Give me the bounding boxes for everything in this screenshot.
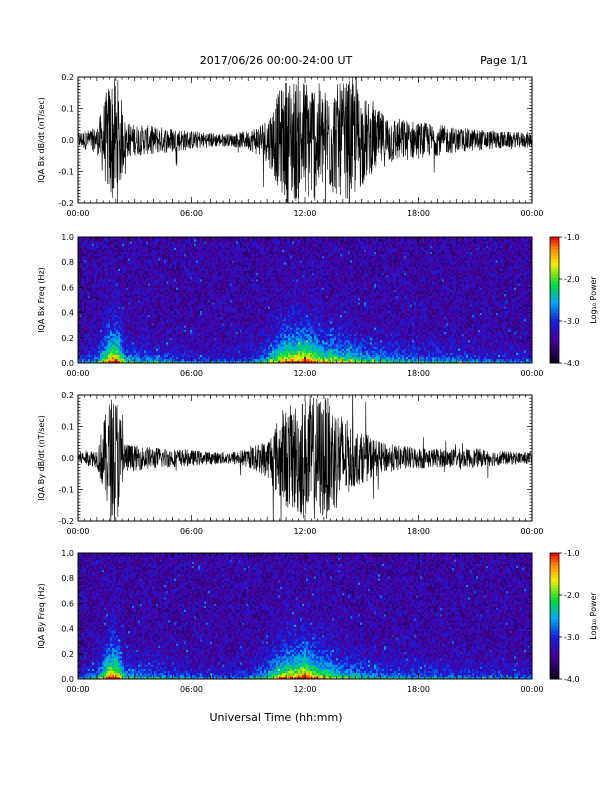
series-trace [78, 395, 532, 521]
colorbar-tick-label: -3.0 [564, 317, 580, 326]
y-axis-label: IQA By Freq (Hz) [37, 583, 46, 649]
colorbar-label: Log₁₀ Power [589, 276, 598, 324]
y-tick-label: 0.6 [61, 599, 74, 608]
x-tick-label: 18:00 [407, 369, 430, 378]
colorbar-tick-label: -2.0 [564, 275, 580, 284]
x-tick-label: 18:00 [407, 527, 430, 536]
x-tick-label: 00:00 [66, 685, 89, 694]
x-tick-label: 00:00 [520, 685, 543, 694]
panel-2: -1.0 -2.0 -3.0 -4.0 Log₁₀ Power 00:00 06:00 12:… [37, 233, 598, 378]
y-tick-label: 0.0 [61, 359, 74, 368]
x-tick-label: 12:00 [293, 369, 316, 378]
y-axis-label: IQA By dB/dt (nT/sec) [37, 415, 46, 501]
y-tick-label: 0.1 [61, 105, 74, 114]
x-tick-label: 00:00 [66, 527, 89, 536]
x-tick-label: 00:00 [66, 209, 89, 218]
x-ticks: 00:00 06:00 12:00 18:00 00:00 [66, 395, 544, 536]
y-ticks: -0.2 -0.1 0.0 0.1 0.2 [58, 391, 532, 526]
colorbar: -1.0 -2.0 -3.0 -4.0 Log₁₀ Power [549, 233, 598, 368]
spectrogram-cells [78, 237, 532, 363]
y-tick-label: 0.2 [61, 334, 74, 343]
x-tick-label: 18:00 [407, 209, 430, 218]
x-tick-label: 06:00 [180, 369, 203, 378]
x-tick-label: 12:00 [293, 527, 316, 536]
y-tick-label: 0.4 [61, 625, 74, 634]
x-tick-label: 00:00 [520, 527, 543, 536]
x-tick-label: 06:00 [180, 209, 203, 218]
y-tick-label: 0.8 [61, 574, 74, 583]
y-tick-label: 1.0 [61, 549, 74, 558]
y-tick-label: -0.1 [58, 168, 74, 177]
x-tick-label: 00:00 [66, 369, 89, 378]
y-tick-label: 0.1 [61, 423, 74, 432]
x-ticks: 00:00 06:00 12:00 18:00 00:00 [66, 553, 544, 694]
y-tick-label: 0.0 [61, 136, 74, 145]
y-tick-label: -0.2 [58, 517, 74, 526]
y-tick-label: 0.2 [61, 73, 74, 82]
panel-3: 00:00 06:00 12:00 18:00 00:00-0.2-0.10.00.10… [37, 391, 544, 536]
y-tick-label: 0.8 [61, 258, 74, 267]
colorbar-tick-label: -3.0 [564, 633, 580, 642]
series-trace [78, 77, 532, 203]
x-tick-label: 12:00 [293, 209, 316, 218]
colorbar-label: Log₁₀ Power [589, 592, 598, 640]
x-tick-label: 18:00 [407, 685, 430, 694]
x-tick-label: 00:00 [520, 369, 543, 378]
y-ticks: 0.0 0.2 0.4 0.6 0.8 1.0 [61, 549, 532, 684]
colorbar-tick-label: -4.0 [564, 675, 580, 684]
colorbar: -1.0 -2.0 -3.0 -4.0 Log₁₀ Power [549, 549, 598, 684]
colorbar-tick-label: -1.0 [564, 233, 580, 242]
x-tick-label: 00:00 [520, 209, 543, 218]
x-tick-label: 06:00 [180, 527, 203, 536]
figure-title: 2017/06/26 00:00-24:00 UT [200, 54, 353, 67]
spectrogram-cells [78, 553, 532, 679]
colorbar-tick-label: -4.0 [564, 359, 580, 368]
y-tick-label: -0.2 [58, 199, 74, 208]
y-ticks: 0.0 0.2 0.4 0.6 0.8 1.0 [61, 233, 532, 368]
y-tick-label: 0.0 [61, 675, 74, 684]
x-axis-title: Universal Time (hh:mm) [210, 711, 343, 724]
panels: 00:00 06:00 12:00 18:00 00:00-0.2-0.10.00.10… [37, 73, 598, 694]
x-ticks: 00:00 06:00 12:00 18:00 00:00 [66, 237, 544, 378]
y-tick-label: 0.6 [61, 283, 74, 292]
page-indicator: Page 1/1 [480, 54, 528, 67]
x-tick-label: 12:00 [293, 685, 316, 694]
x-ticks: 00:00 06:00 12:00 18:00 00:00 [66, 77, 544, 218]
colorbar-tick-label: -2.0 [564, 591, 580, 600]
y-tick-label: 1.0 [61, 233, 74, 242]
y-tick-label: 0.2 [61, 650, 74, 659]
y-tick-label: -0.1 [58, 486, 74, 495]
x-tick-label: 06:00 [180, 685, 203, 694]
y-axis-label: IQA Bx Freq (Hz) [37, 267, 46, 333]
colorbar-tick-label: -1.0 [564, 549, 580, 558]
y-tick-label: 0.0 [61, 454, 74, 463]
panel-4: -1.0 -2.0 -3.0 -4.0 Log₁₀ Power 00:00 06:00 12:… [37, 549, 598, 694]
y-tick-label: 0.2 [61, 391, 74, 400]
y-axis-label: IQA Bx dB/dt (nT/sec) [37, 97, 46, 183]
panel-1: 00:00 06:00 12:00 18:00 00:00-0.2-0.10.00.10… [37, 73, 544, 218]
y-ticks: -0.2 -0.1 0.0 0.1 0.2 [58, 73, 532, 208]
y-tick-label: 0.4 [61, 309, 74, 318]
